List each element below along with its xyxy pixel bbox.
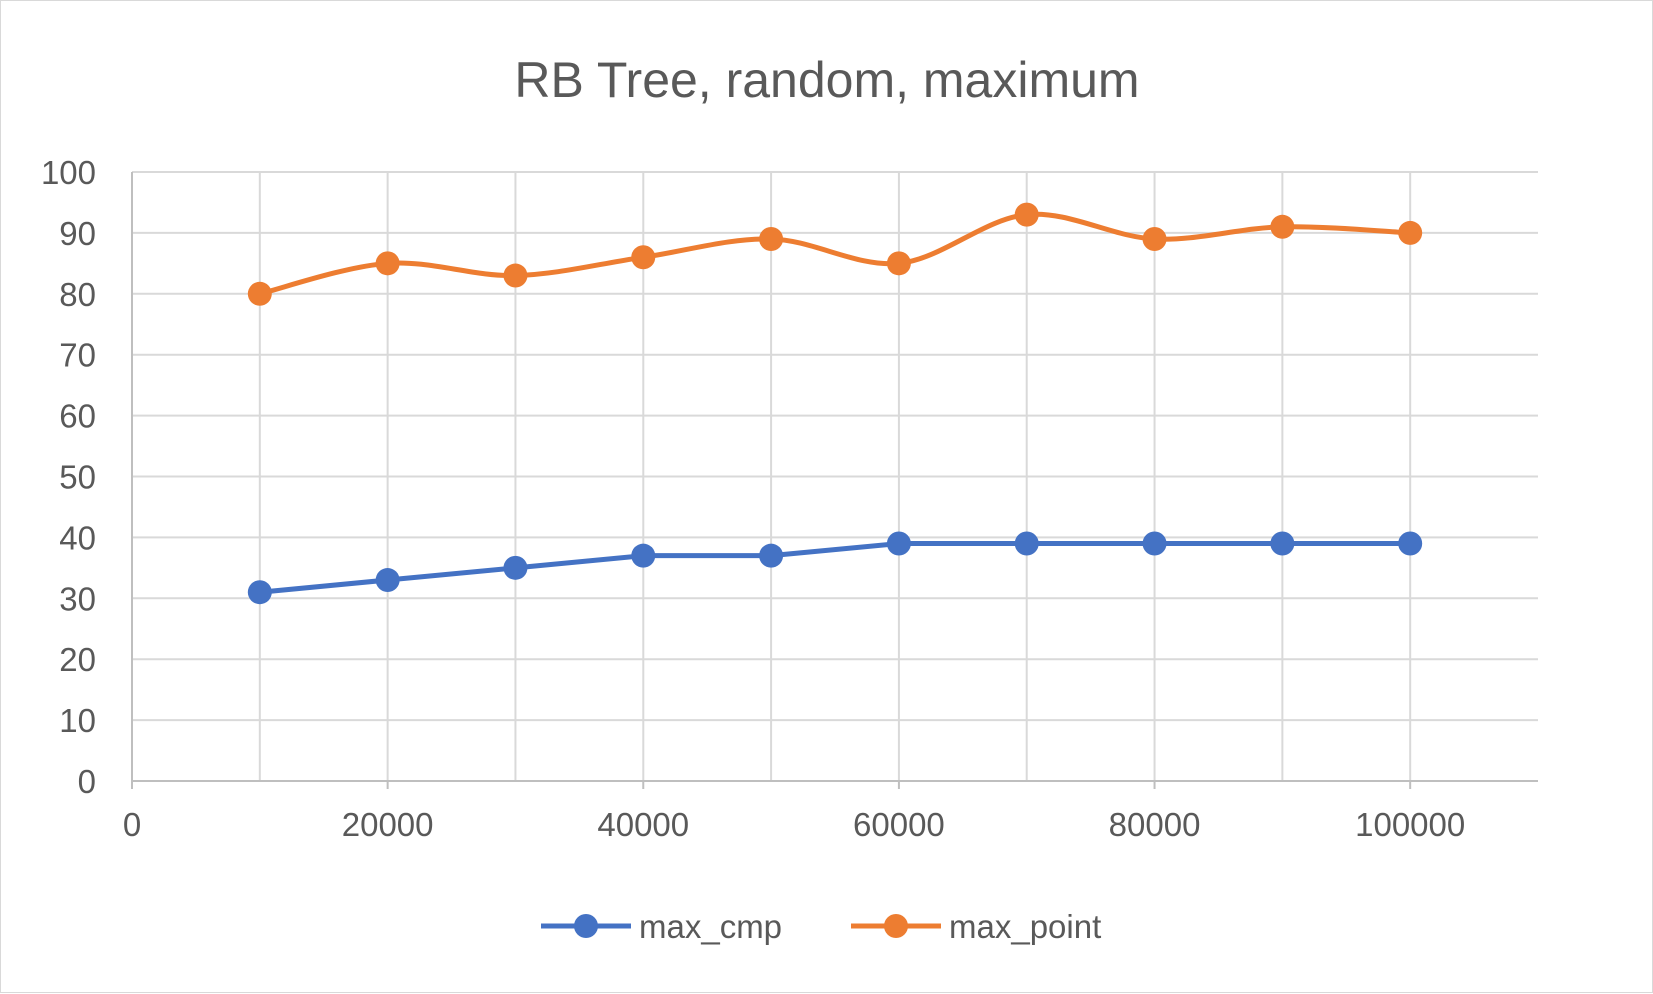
legend-swatch-marker bbox=[884, 914, 908, 938]
data-point-max_cmp bbox=[1270, 531, 1295, 556]
legend: max_cmp max_point bbox=[541, 908, 1101, 945]
y-tick-label: 60 bbox=[59, 398, 96, 435]
data-point-max_cmp bbox=[1014, 531, 1039, 556]
legend-swatch-marker bbox=[574, 914, 598, 938]
legend-item-max_point: max_point bbox=[851, 908, 1101, 945]
series-layer bbox=[247, 202, 1423, 605]
y-tick-label: 0 bbox=[78, 763, 96, 800]
data-point-max_cmp bbox=[1398, 531, 1423, 556]
x-tick-label: 80000 bbox=[1109, 806, 1201, 843]
y-tick-label: 90 bbox=[59, 215, 96, 252]
series-line-max_cmp bbox=[257, 540, 1413, 595]
data-point-max_cmp bbox=[759, 543, 784, 568]
data-point-max_cmp bbox=[503, 555, 528, 580]
y-tick-label: 50 bbox=[59, 459, 96, 496]
y-tick-label: 20 bbox=[59, 641, 96, 678]
data-point-max_point bbox=[1014, 202, 1039, 227]
data-point-max_cmp bbox=[631, 543, 656, 568]
y-tick-label: 40 bbox=[59, 519, 96, 556]
data-point-max_cmp bbox=[375, 568, 400, 593]
series-line-max_point bbox=[257, 211, 1413, 297]
data-point-max_cmp bbox=[247, 580, 272, 605]
data-point-max_point bbox=[247, 281, 272, 306]
y-tick-label: 100 bbox=[41, 154, 96, 191]
data-point-max_point bbox=[1270, 214, 1295, 239]
y-tick-label: 10 bbox=[59, 702, 96, 739]
y-tick-label: 70 bbox=[59, 337, 96, 374]
x-tick-label: 40000 bbox=[597, 806, 689, 843]
chart-title: RB Tree, random, maximum bbox=[514, 52, 1139, 108]
data-point-max_point bbox=[375, 251, 400, 276]
x-tick-label: 20000 bbox=[342, 806, 434, 843]
data-point-max_point bbox=[759, 226, 784, 251]
data-point-max_point bbox=[1142, 226, 1167, 251]
data-point-max_point bbox=[886, 251, 911, 276]
y-tick-label: 80 bbox=[59, 276, 96, 313]
x-tick-label: 100000 bbox=[1355, 806, 1465, 843]
data-point-max_cmp bbox=[886, 531, 911, 556]
data-point-max_point bbox=[631, 245, 656, 270]
x-tick-label: 60000 bbox=[853, 806, 945, 843]
data-point-max_point bbox=[1398, 220, 1423, 245]
grid-layer bbox=[132, 171, 1538, 781]
legend-item-max_cmp: max_cmp bbox=[541, 908, 782, 945]
legend-label: max_cmp bbox=[639, 908, 782, 945]
axis-layer: 0 10 20 30 40 50 60 70 80 90 100 0 20000 40000 60000 80… bbox=[41, 154, 1538, 843]
legend-label: max_point bbox=[949, 908, 1101, 945]
data-point-max_point bbox=[503, 263, 528, 288]
y-tick-label: 30 bbox=[59, 580, 96, 617]
data-point-max_cmp bbox=[1142, 531, 1167, 556]
x-tick-label: 0 bbox=[123, 806, 141, 843]
